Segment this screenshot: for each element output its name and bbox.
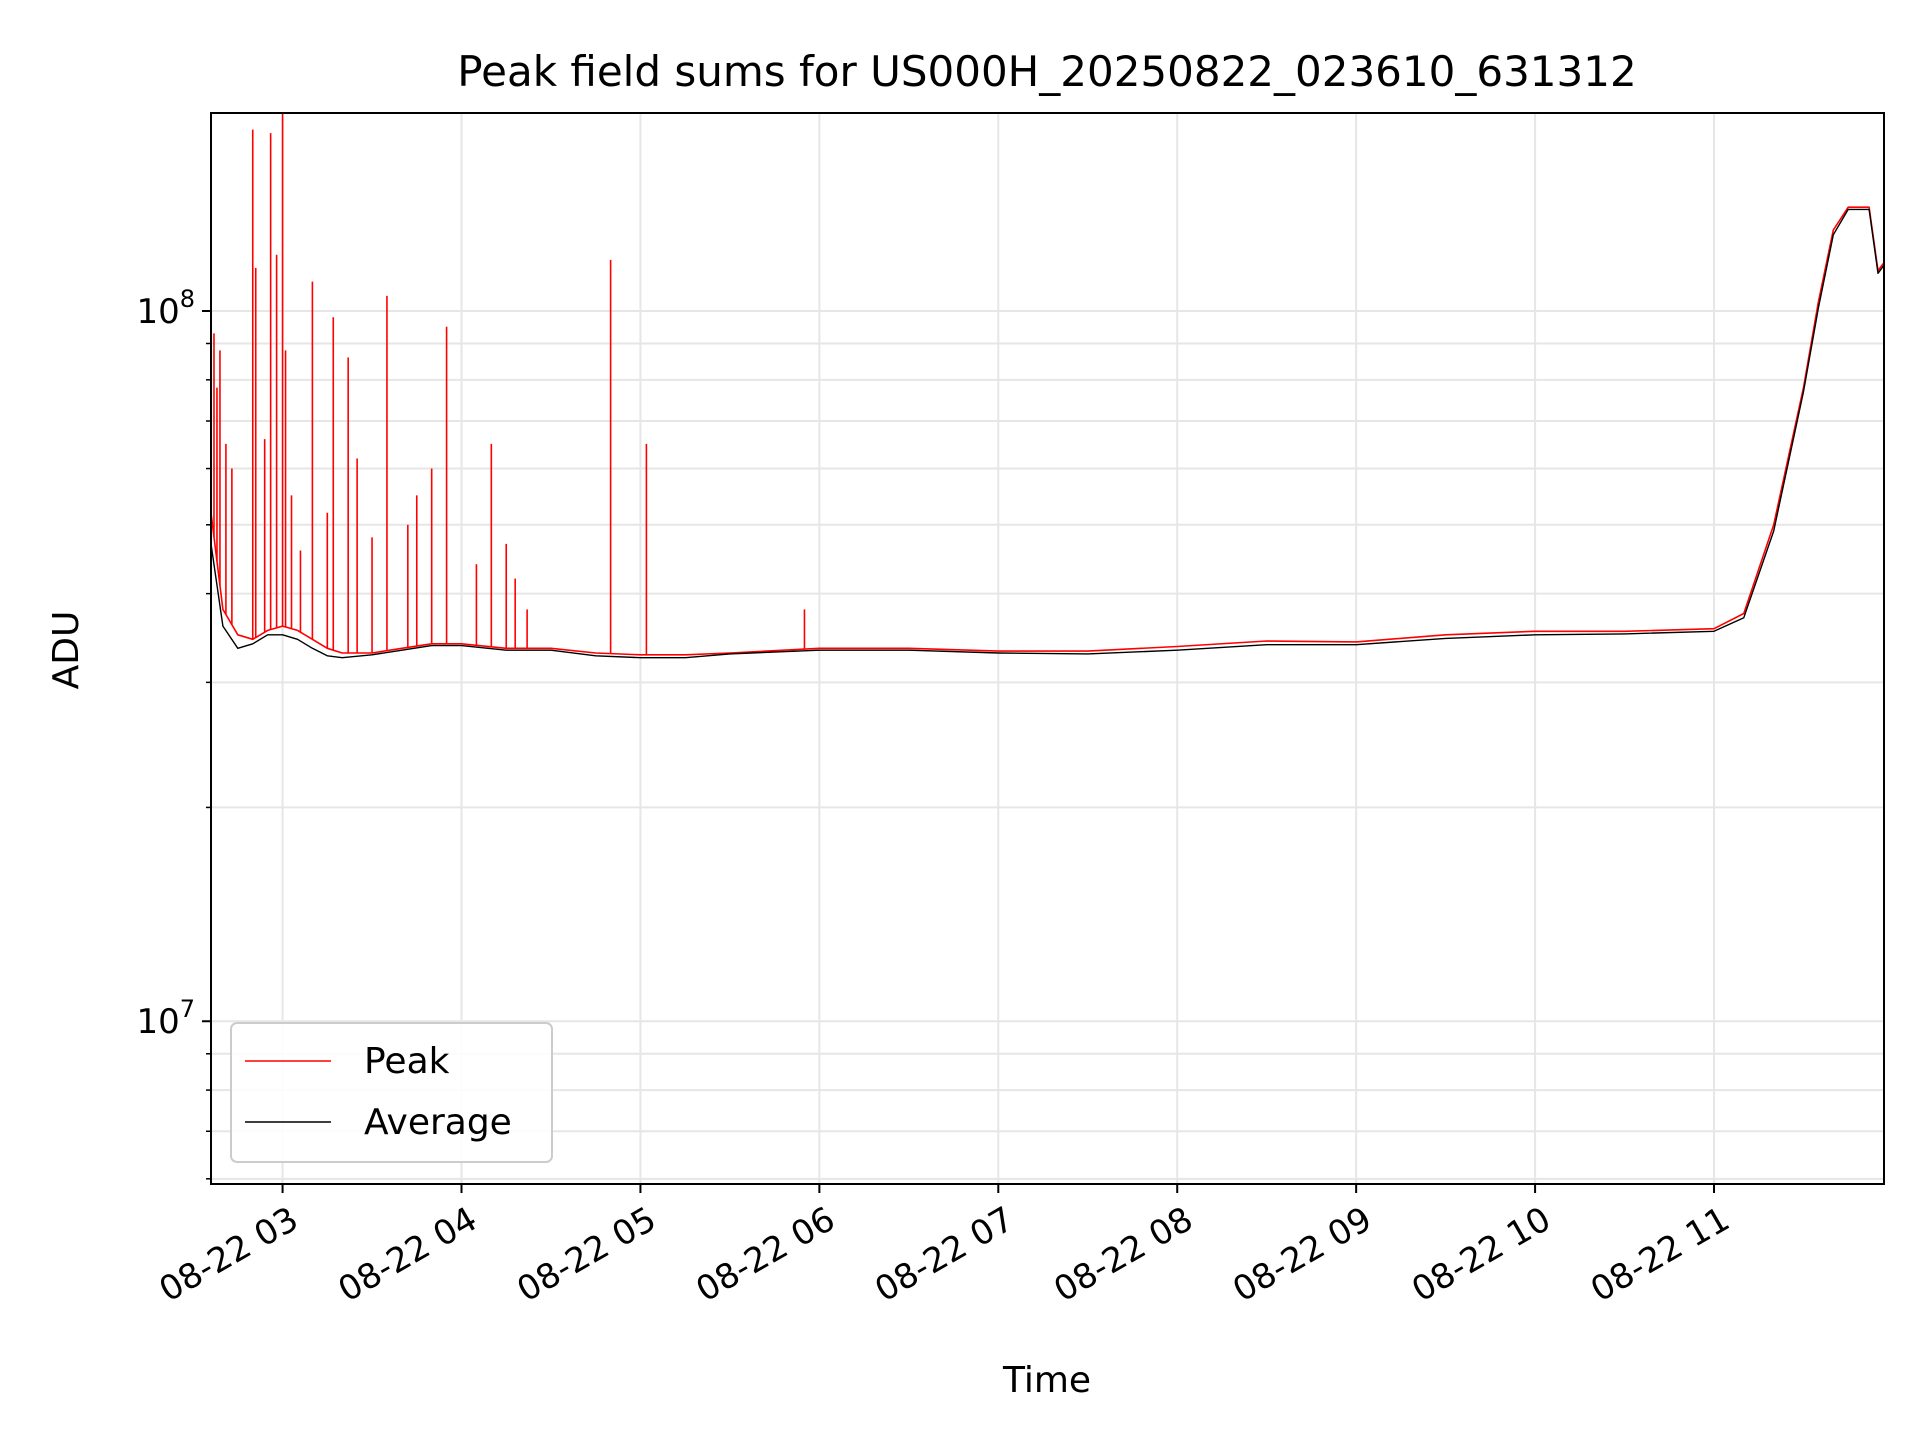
legend-label-peak: Peak: [364, 1041, 450, 1082]
y-tick-label: 107: [136, 995, 195, 1042]
series-line-average: [211, 208, 1884, 659]
legend: Peak Average: [230, 1022, 553, 1163]
series-layer: [211, 113, 1884, 659]
legend-label-average: Average: [364, 1102, 512, 1143]
chart-title: Peak field sums for US000H_20250822_0236…: [457, 47, 1636, 96]
plot-frame: [210, 112, 1885, 1185]
y-axis-label: ADU: [46, 611, 87, 690]
series-line-peak: [211, 206, 1884, 656]
x-axis-label: Time: [1002, 1360, 1091, 1401]
y-tick-label: 108: [136, 285, 195, 332]
legend-box: [230, 1022, 553, 1163]
